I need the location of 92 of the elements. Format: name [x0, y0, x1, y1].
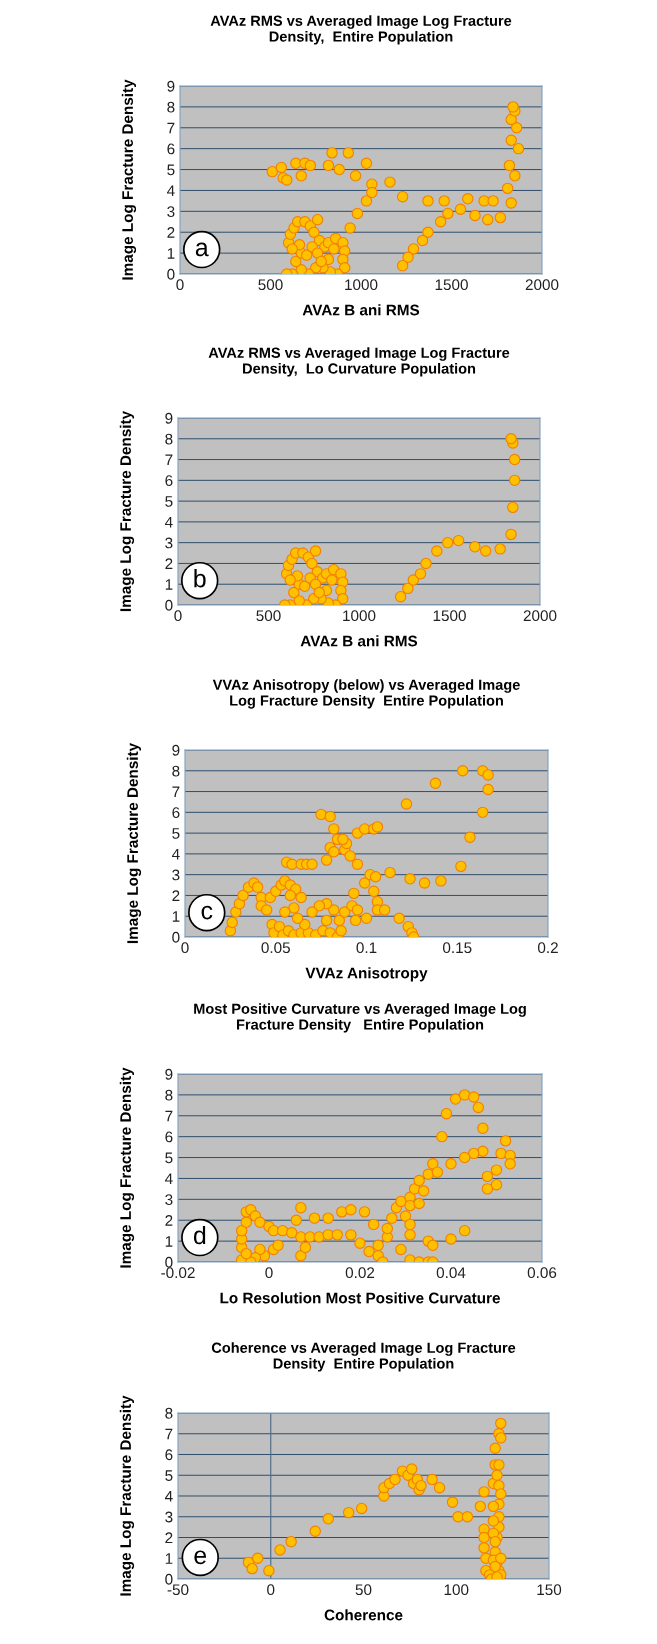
x-tick-label: 50	[355, 1584, 372, 1596]
x-tick-label: 0.15	[442, 942, 472, 954]
x-tick-label: 150	[537, 1584, 562, 1596]
y-tick-label: 8	[165, 1407, 173, 1419]
x-tick-label: 1000	[343, 610, 376, 622]
x-tick-label: 2000	[525, 279, 559, 291]
y-tick-label: 2	[165, 558, 173, 569]
x-tick-label: 0.1	[356, 942, 377, 954]
y-tick-label: 7	[165, 1428, 173, 1440]
y-axis-title: Image Log Fracture Density	[119, 1067, 135, 1268]
x-axis-title: AVAz B ani RMS	[300, 635, 418, 647]
x-tick-label: 0.2	[537, 942, 558, 954]
y-tick-label: 4	[164, 516, 173, 528]
y-tick-label: 3	[165, 1511, 173, 1523]
y-tick-label: 1	[167, 248, 175, 259]
x-tick-label: 0	[181, 942, 189, 954]
y-tick-label: 6	[167, 143, 175, 155]
y-tick-label: 0	[165, 1573, 173, 1585]
y-tick-label: 5	[165, 1152, 173, 1164]
y-tick-label: 1	[165, 1236, 173, 1247]
y-tick-label: 0	[165, 599, 173, 611]
y-tick-label: 5	[165, 1470, 173, 1481]
y-tick-label: 2	[165, 1215, 173, 1226]
y-tick-label: 1	[172, 911, 180, 922]
annotation: b	[194, 569, 206, 588]
x-tick-label: -50	[167, 1584, 189, 1596]
x-tick-label: 100	[444, 1584, 469, 1596]
y-tick-label: 9	[172, 744, 180, 756]
x-axis-title: Coherence	[324, 1609, 403, 1621]
x-tick-label: 1500	[435, 279, 468, 291]
y-tick-label: 9	[165, 412, 173, 424]
y-tick-label: 7	[165, 454, 173, 466]
chart-title: Coherence vs Averaged Image Log Fracture Density Entire Population	[211, 1342, 516, 1372]
chart-title: Most Positive Curvature vs Averaged Image Log Fracture Density Entire Population	[194, 1003, 526, 1033]
y-tick-label: 7	[172, 786, 180, 798]
x-tick-label: 0.04	[436, 1267, 466, 1279]
y-tick-label: 1	[165, 579, 173, 590]
y-tick-label: 5	[172, 828, 180, 839]
y-tick-label: 3	[172, 869, 180, 881]
y-tick-label: 5	[167, 164, 175, 176]
y-tick-label: 5	[165, 496, 173, 507]
x-tick-label: 0	[265, 1267, 273, 1279]
chart-title: AVAz RMS vs Averaged Image Log Fracture Density, Entire Population	[210, 15, 512, 45]
annotation: d	[193, 1225, 206, 1245]
y-tick-label: 3	[165, 537, 173, 549]
y-tick-label: 4	[164, 1173, 173, 1184]
chart-title: AVAz RMS vs Averaged Image Log Fracture Density, Lo Curvature Population	[208, 347, 510, 377]
x-axis-title: Lo Resolution Most Positive Curvature	[220, 1292, 500, 1304]
x-tick-label: -0.02	[161, 1267, 195, 1279]
y-tick-label: 6	[165, 1131, 173, 1143]
x-tick-label: 500	[258, 279, 283, 291]
y-tick-label: 0	[167, 268, 175, 280]
annotation: a	[195, 242, 209, 257]
y-tick-label: 2	[172, 890, 180, 901]
y-tick-label: 0	[165, 1256, 173, 1268]
y-axis-title: Image Log Fracture Density	[119, 1395, 135, 1596]
x-tick-label: 0	[267, 1584, 275, 1596]
y-tick-label: 8	[165, 433, 173, 445]
x-axis-title: VVAz Anisotropy	[305, 967, 428, 982]
y-axis-title: Image Log Fracture Density	[119, 410, 135, 612]
chart-title: VVAz Anisotropy (below) vs Averaged Image Log Fracture Density Entire Population	[212, 679, 520, 709]
x-tick-label: 0.05	[261, 942, 290, 954]
y-axis-title: Image Log Fracture Density	[126, 742, 142, 944]
x-tick-label: 2000	[523, 610, 557, 622]
x-tick-label: 500	[256, 610, 281, 622]
x-tick-label: 0.02	[345, 1267, 375, 1279]
annotation: c	[201, 905, 213, 920]
x-tick-label: 1000	[345, 279, 378, 291]
y-tick-label: 6	[172, 807, 180, 819]
y-tick-label: 0	[172, 931, 180, 943]
y-tick-label: 4	[164, 1491, 173, 1502]
y-tick-label: 6	[165, 475, 173, 487]
y-tick-label: 2	[167, 227, 175, 238]
y-tick-label: 9	[165, 1068, 173, 1080]
y-tick-label: 1	[165, 1553, 173, 1564]
y-tick-label: 3	[165, 1194, 173, 1206]
y-tick-label: 7	[167, 122, 175, 134]
y-tick-label: 8	[167, 101, 175, 113]
y-tick-label: 3	[167, 206, 175, 218]
y-tick-label: 4	[166, 185, 175, 196]
x-tick-label: 0.06	[527, 1267, 557, 1279]
x-axis-title: AVAz B ani RMS	[302, 304, 420, 316]
y-tick-label: 2	[165, 1532, 173, 1544]
y-tick-label: 7	[165, 1110, 173, 1122]
y-tick-label: 8	[165, 1089, 173, 1101]
annotation: e	[194, 1550, 207, 1565]
y-tick-label: 6	[165, 1449, 173, 1461]
y-tick-label: 8	[172, 765, 180, 777]
y-tick-label: 9	[167, 80, 175, 92]
x-tick-label: 1500	[433, 610, 466, 622]
y-axis-title: Image Log Fracture Density	[121, 79, 137, 280]
y-tick-label: 4	[171, 848, 180, 860]
